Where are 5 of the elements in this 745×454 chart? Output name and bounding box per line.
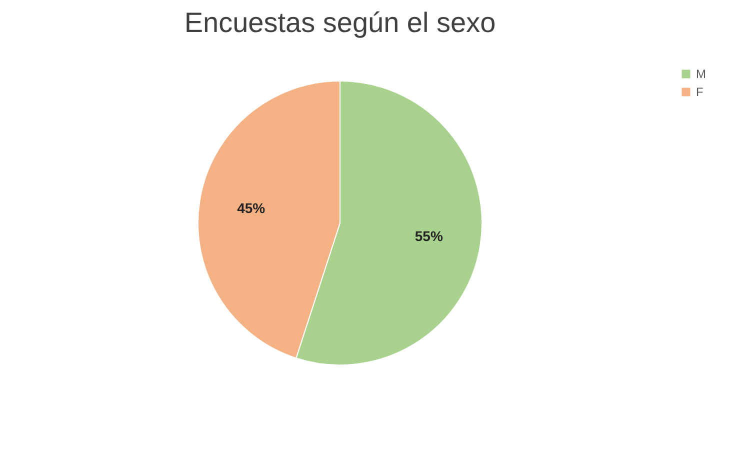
data-label: 45% <box>237 200 266 216</box>
chart-title: Encuestas según el sexo <box>184 7 496 38</box>
legend-label: M <box>696 67 706 81</box>
data-label: 55% <box>414 228 444 244</box>
legend-label: F <box>696 85 704 99</box>
